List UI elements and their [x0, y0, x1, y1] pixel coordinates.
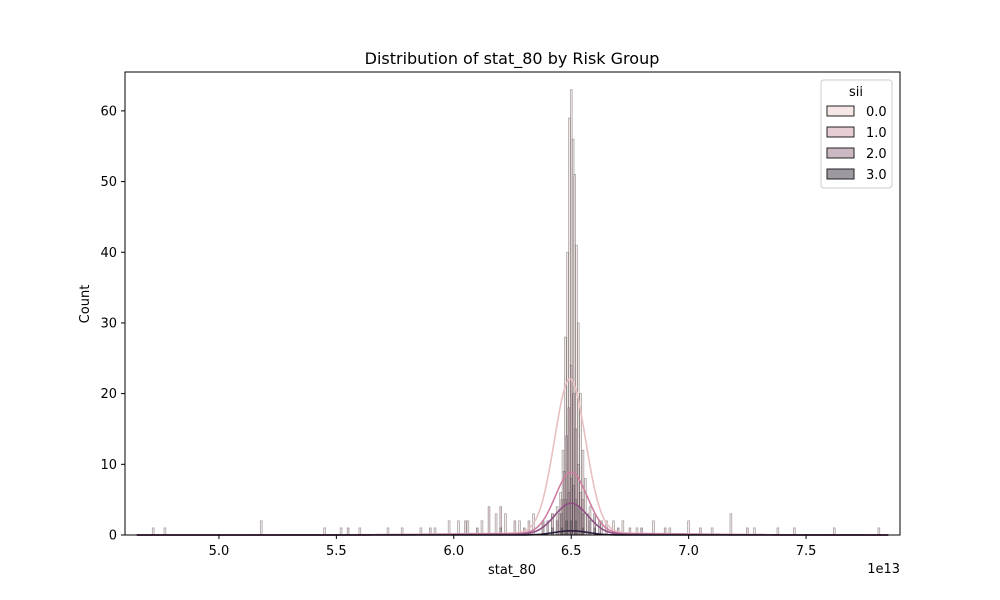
bar-sii-3.0-3	[569, 520, 573, 536]
y-axis-label: Count	[78, 285, 93, 324]
bar-sii-1.0-2	[464, 520, 467, 536]
legend-entries: 0.0 1.0 2.0 3.0	[826, 105, 887, 183]
legend-swatch-sii-1.0	[826, 126, 855, 138]
y-tick-label: 40	[100, 246, 117, 261]
bar-sii-3.0-2	[565, 520, 568, 536]
bar-sii-0.0-4	[339, 527, 343, 536]
y-tick-label: 0	[109, 529, 117, 544]
legend-swatch-sii-0.0	[826, 105, 855, 117]
bar-sii-2.0-7	[567, 492, 571, 536]
bar-sii-0.0-48	[833, 527, 836, 536]
y-axis: 0 10 20 30 40 50 60	[100, 104, 125, 544]
legend-title: sii	[849, 85, 863, 100]
x-tick-label: 6.0	[443, 544, 464, 559]
bar-sii-0.0-1	[163, 527, 167, 536]
bar-sii-3.0-4	[574, 520, 578, 536]
bar-sii-3.0-0	[551, 527, 554, 536]
bar-sii-0.0-14	[494, 513, 498, 536]
y-tick-label: 60	[100, 104, 117, 119]
bar-sii-1.0-0	[346, 527, 350, 536]
x-axis-label: stat_80	[488, 563, 536, 578]
bar-sii-2.0-9	[572, 485, 575, 536]
legend-label-sii-3.0: 3.0	[866, 168, 887, 183]
bar-sii-0.0-0	[151, 527, 155, 536]
x-tick-label: 7.0	[678, 544, 699, 559]
x-tick-label: 5.0	[209, 544, 230, 559]
x-tick-label: 6.5	[561, 544, 582, 559]
x-tick-label: 5.5	[326, 544, 347, 559]
x-axis: 5.0 5.5 6.0 6.5 7.0 7.5	[209, 535, 817, 559]
legend: sii 0.0 1.0 2.0 3.0	[820, 79, 893, 189]
bar-sii-0.0-15	[504, 513, 507, 536]
bar-sii-0.0-10	[447, 520, 451, 536]
plot-frame	[124, 71, 901, 536]
bar-sii-0.0-44	[729, 513, 733, 536]
bar-sii-0.0-2	[259, 520, 263, 536]
chart-title: Distribution of stat_80 by Risk Group	[365, 49, 660, 69]
bar-sii-0.0-33	[584, 478, 587, 536]
bar-sii-0.0-49	[877, 527, 881, 536]
x-axis-offset-label: 1e13	[867, 562, 900, 577]
bar-sii-0.0-11	[457, 520, 460, 536]
y-tick-label: 20	[100, 387, 117, 402]
legend-label-sii-2.0: 2.0	[866, 147, 887, 162]
bar-sii-1.0-3	[487, 506, 491, 536]
bar-sii-0.0-42	[687, 520, 690, 536]
x-tick-label: 7.5	[796, 544, 817, 559]
plot-background	[125, 72, 900, 535]
bar-sii-0.0-47	[793, 527, 796, 536]
y-tick-label: 50	[100, 175, 117, 190]
y-tick-label: 30	[100, 316, 117, 331]
legend-label-sii-1.0: 1.0	[866, 126, 887, 141]
legend-swatch-sii-2.0	[826, 147, 855, 159]
bar-sii-0.0-3	[323, 527, 326, 536]
plot-area	[124, 71, 901, 536]
y-tick-label: 10	[100, 458, 117, 473]
legend-swatch-sii-3.0	[826, 168, 855, 180]
legend-label-sii-0.0: 0.0	[866, 105, 887, 120]
